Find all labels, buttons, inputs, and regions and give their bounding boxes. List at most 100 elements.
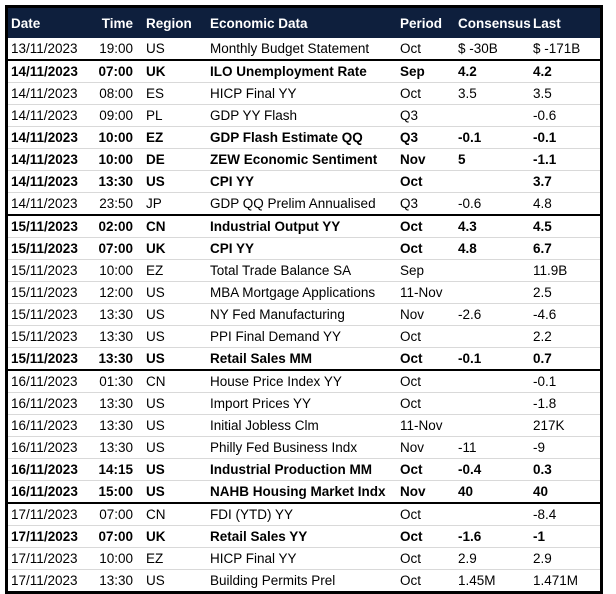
cell-period: Q3 [398, 192, 456, 215]
table-row: 14/11/2023 08:00 ES HICP Final YY Oct 3.… [8, 82, 600, 105]
cell-period: Oct [400, 41, 422, 56]
cell-economic-data: HICP Final YY [208, 547, 398, 570]
cell-last: 0.3 [531, 458, 600, 481]
table-row: 15/11/2023 13:30 US NY Fed Manufacturing… [8, 303, 600, 326]
table-row: 14/11/2023 10:00 EZ GDP Flash Estimate Q… [8, 126, 600, 149]
cell-last: 1.471M [531, 569, 600, 591]
cell-consensus: -0.1 [456, 347, 531, 370]
cell-date: 16/11/2023 [8, 436, 97, 459]
cell-date: 17/11/2023 [8, 569, 97, 591]
cell-last: -1.1 [531, 148, 600, 171]
cell-date: 16/11/2023 [8, 414, 97, 437]
cell-region: US [137, 480, 208, 503]
header-time: Time [97, 8, 137, 38]
table-row: 16/11/2023 01:30 CN House Price Index YY… [8, 369, 600, 393]
table-row: 15/11/2023 10:00 EZ Total Trade Balance … [8, 259, 600, 282]
cell-region: CN [137, 214, 208, 238]
cell-period: Q3 [398, 126, 456, 149]
cell-time: 23:50 [97, 192, 137, 215]
cell-date: 14/11/2023 [8, 82, 97, 105]
cell-last: 3.5 [531, 82, 600, 105]
table-row: 15/11/2023 02:00 CN Industrial Output YY… [8, 214, 600, 238]
cell-last: 6.7 [531, 237, 600, 260]
cell-time: 10:00 [97, 547, 137, 570]
cell-consensus: $ -30B [458, 41, 498, 56]
cell-period: Oct [398, 569, 456, 591]
cell-consensus: 4.3 [456, 214, 531, 238]
cell-consensus: 4.8 [456, 237, 531, 260]
cell-date: 14/11/2023 [8, 192, 97, 215]
cell-time: 07:00 [97, 502, 137, 526]
cell-last: 2.5 [531, 281, 600, 304]
cell-time: 13:30 [97, 392, 137, 415]
cell-date: 17/11/2023 [8, 502, 97, 526]
cell-date: 15/11/2023 [8, 303, 97, 326]
cell-economic-data: MBA Mortgage Applications [208, 281, 398, 304]
cell-period: Oct [398, 347, 456, 370]
cell-consensus [456, 259, 531, 282]
cell-economic-data: Monthly Budget Statement [210, 41, 370, 56]
cell-last: -1.8 [531, 392, 600, 415]
cell-region: US [137, 458, 208, 481]
cell-date: 16/11/2023 [8, 458, 97, 481]
cell-period: Oct [398, 214, 456, 238]
table-row: 14/11/2023 23:50 JP GDP QQ Prelim Annual… [8, 192, 600, 215]
cell-consensus: -0.6 [456, 192, 531, 215]
cell-last: -8.4 [531, 502, 600, 526]
table-row: 16/11/2023 13:30 US Philly Fed Business … [8, 436, 600, 459]
cell-last: -4.6 [531, 303, 600, 326]
cell-time: 07:00 [97, 59, 137, 83]
cell-date: 16/11/2023 [8, 369, 97, 393]
cell-date: 16/11/2023 [8, 480, 97, 503]
cell-time: 19:00 [99, 41, 133, 56]
cell-last: -0.6 [531, 104, 600, 127]
cell-date: 14/11/2023 [8, 148, 97, 171]
cell-economic-data: FDI (YTD) YY [208, 502, 398, 526]
cell-consensus [456, 392, 531, 415]
cell-period: Oct [398, 369, 456, 393]
economic-calendar-table: Date Time Region Economic Data Period Co… [8, 8, 600, 591]
cell-date: 15/11/2023 [8, 237, 97, 260]
cell-period: Oct [398, 237, 456, 260]
cell-time: 13:30 [97, 347, 137, 370]
cell-region: UK [137, 237, 208, 260]
cell-region: US [137, 281, 208, 304]
cell-region: EZ [137, 126, 208, 149]
cell-region: US [137, 414, 208, 437]
cell-last: 4.8 [531, 192, 600, 215]
cell-time: 13:30 [97, 569, 137, 591]
cell-date: 14/11/2023 [8, 104, 97, 127]
cell-economic-data: GDP QQ Prelim Annualised [208, 192, 398, 215]
cell-economic-data: CPI YY [208, 237, 398, 260]
cell-last: 4.5 [531, 214, 600, 238]
cell-economic-data: Retail Sales MM [208, 347, 398, 370]
table-row: 14/11/2023 07:00 UK ILO Unemployment Rat… [8, 59, 600, 83]
cell-period: Oct [398, 547, 456, 570]
cell-region: US [137, 392, 208, 415]
cell-date: 17/11/2023 [8, 547, 97, 570]
cell-last: 2.9 [531, 547, 600, 570]
cell-time: 12:00 [97, 281, 137, 304]
table-row: 16/11/2023 14:15 US Industrial Productio… [8, 458, 600, 481]
cell-consensus [456, 104, 531, 127]
cell-region: JP [137, 192, 208, 215]
cell-consensus: -0.1 [456, 126, 531, 149]
cell-date: 14/11/2023 [8, 59, 97, 83]
cell-economic-data: PPI Final Demand YY [208, 325, 398, 348]
cell-period: Oct [398, 525, 456, 548]
cell-economic-data: House Price Index YY [208, 369, 398, 393]
cell-economic-data: Initial Jobless Clm [208, 414, 398, 437]
cell-time: 15:00 [97, 480, 137, 503]
table-row: 17/11/2023 07:00 UK Retail Sales YY Oct … [8, 525, 600, 548]
table-row: 15/11/2023 07:00 UK CPI YY Oct 4.8 6.7 [8, 237, 600, 260]
cell-period: Nov [398, 303, 456, 326]
cell-time: 09:00 [97, 104, 137, 127]
cell-date: 15/11/2023 [8, 259, 97, 282]
cell-consensus: 40 [456, 480, 531, 503]
cell-region: CN [137, 369, 208, 393]
cell-period: Oct [398, 392, 456, 415]
table-row: 13/11/2023 19:00 US Monthly Budget State… [8, 38, 600, 60]
cell-time: 13:30 [97, 414, 137, 437]
cell-consensus: 1.45M [456, 569, 531, 591]
header-consensus: Consensus [456, 8, 531, 38]
